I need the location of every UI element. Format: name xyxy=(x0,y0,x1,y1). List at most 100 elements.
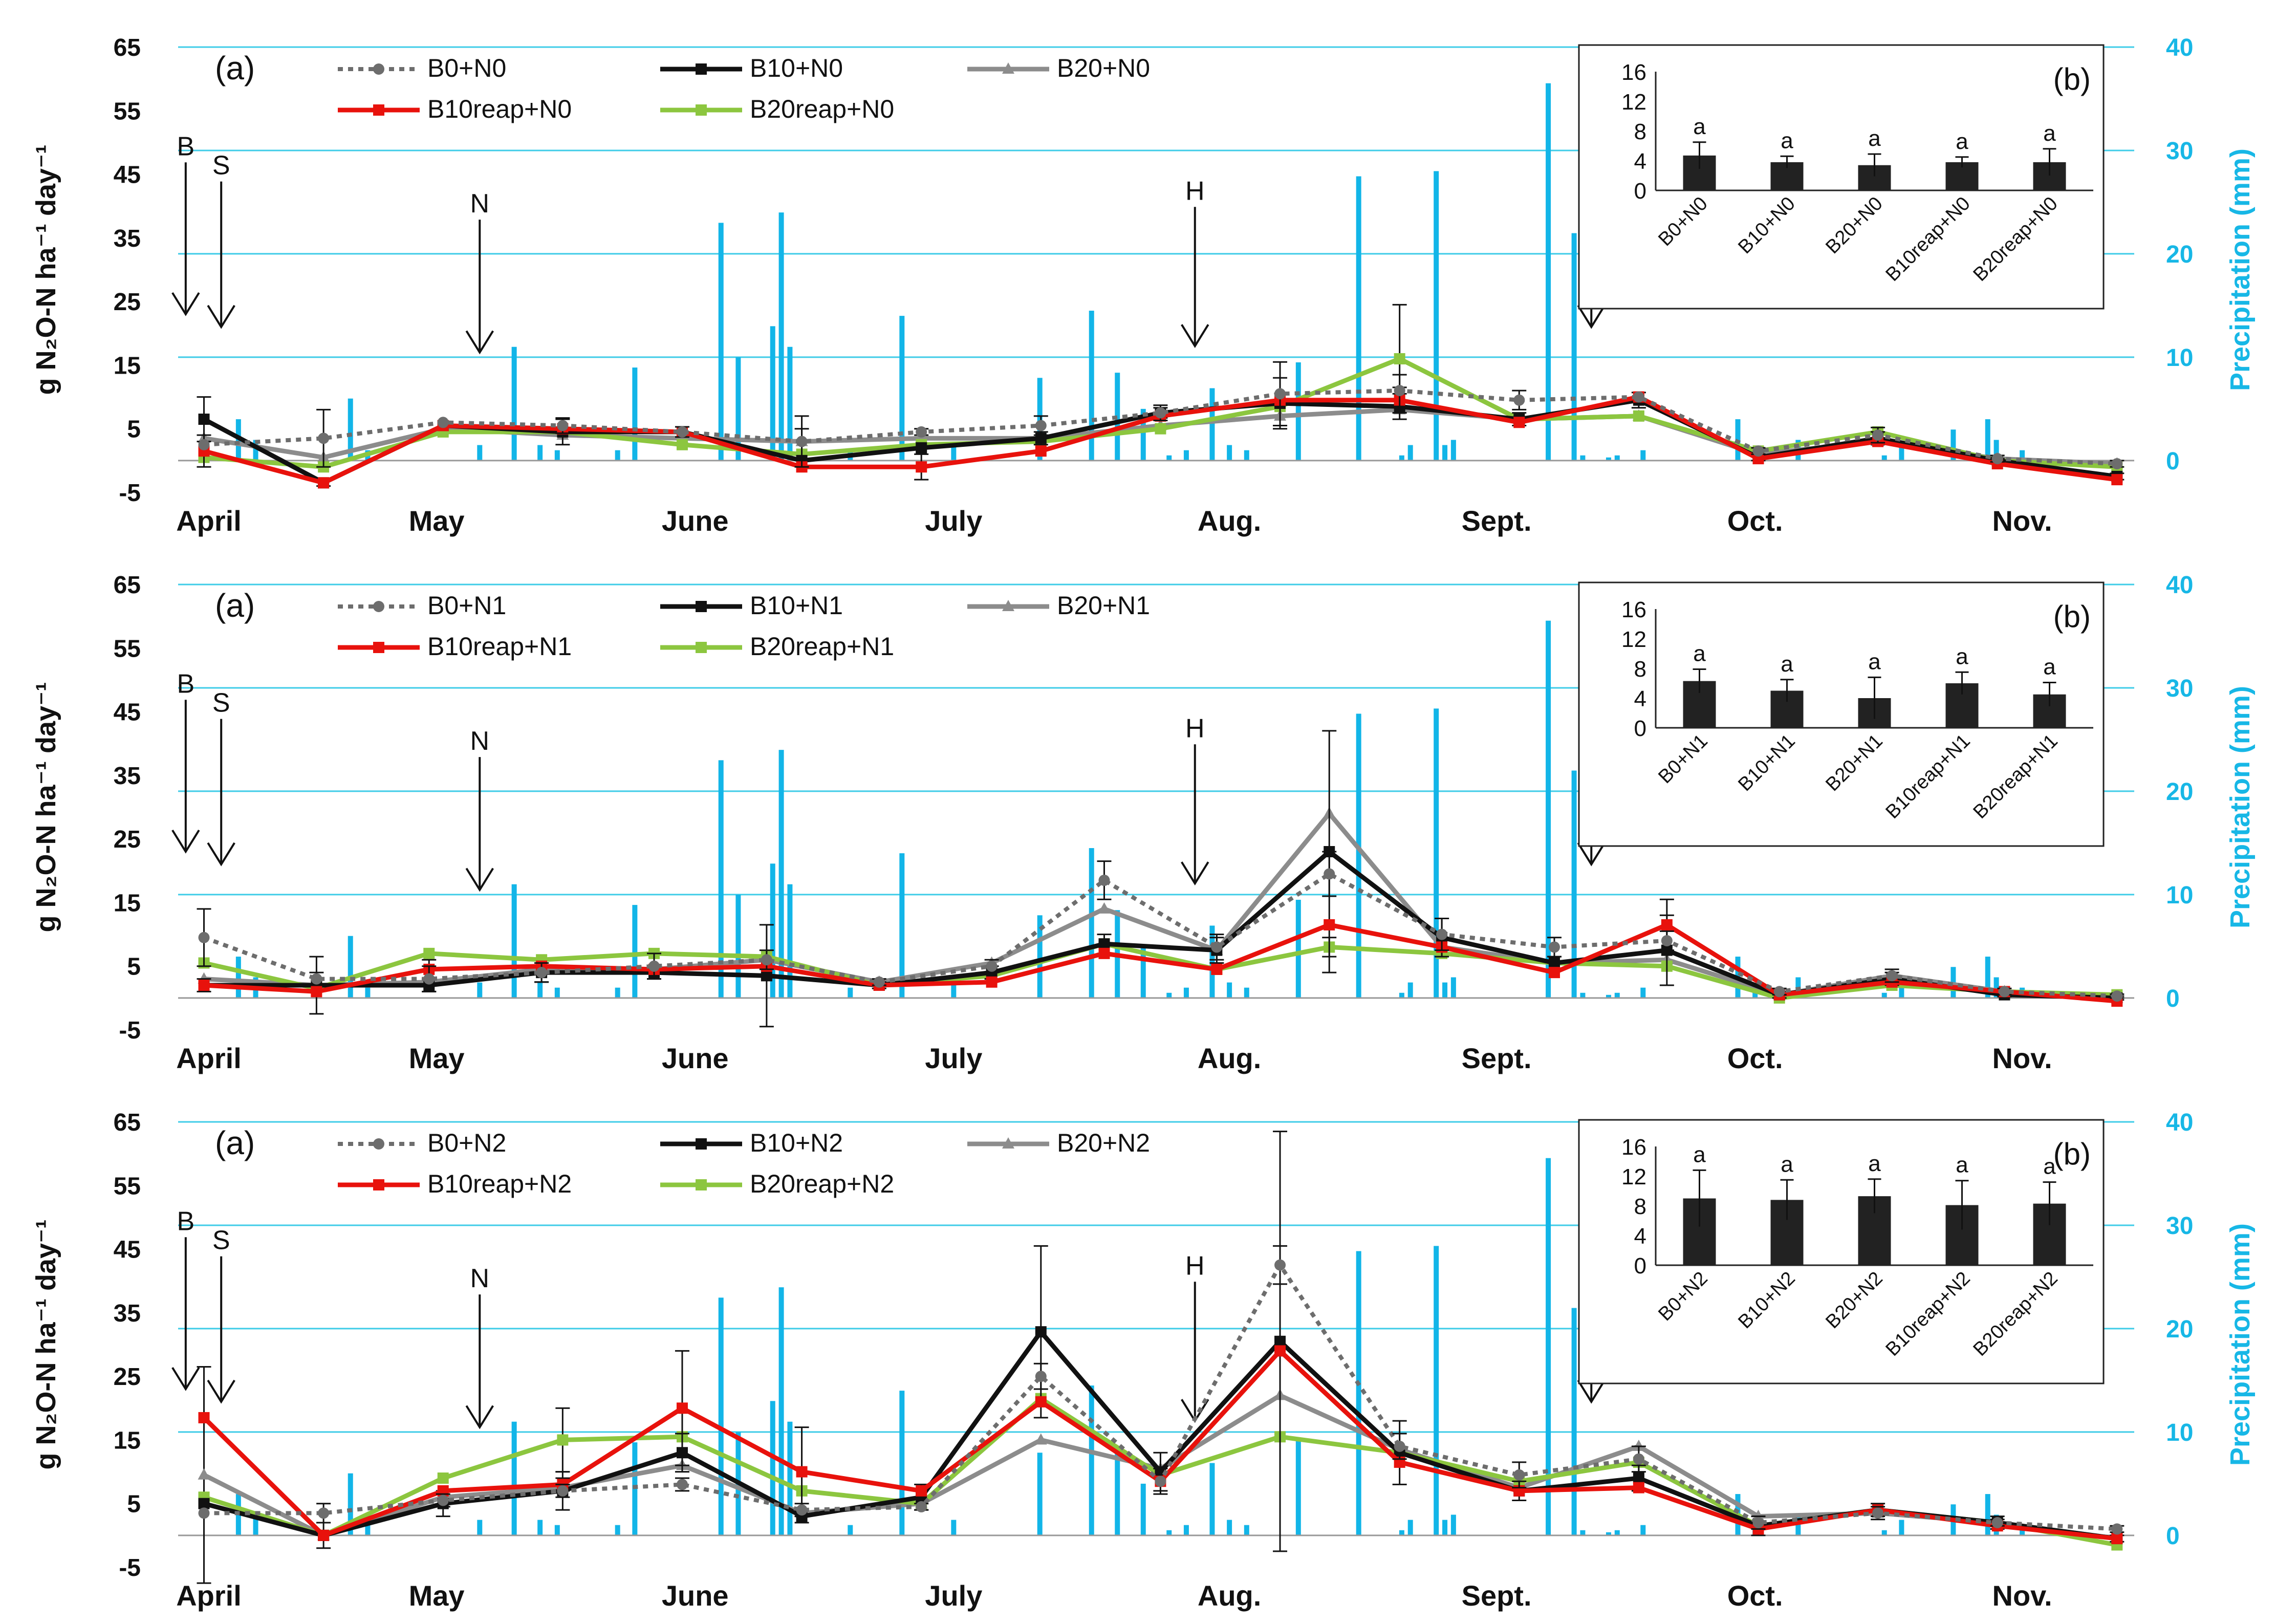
y-tick-label: -5 xyxy=(119,480,141,507)
inset-letter: a xyxy=(2043,1154,2056,1179)
inset-frame xyxy=(1578,581,2105,847)
inset-letter: a xyxy=(1781,128,1793,153)
legend-marker xyxy=(696,601,707,612)
legend-marker xyxy=(1002,62,1014,74)
data-point xyxy=(1274,388,1286,400)
data-point xyxy=(796,1504,808,1516)
data-point xyxy=(1513,1469,1525,1481)
precip-bar xyxy=(1089,311,1094,461)
precip-bar xyxy=(1140,946,1146,998)
precip-bar xyxy=(1037,378,1043,461)
precip-bar xyxy=(899,1391,905,1535)
precip-bar xyxy=(1881,455,1887,461)
data-point xyxy=(1661,935,1673,946)
data-point xyxy=(648,960,660,972)
panel-tag: (a) xyxy=(215,587,255,624)
precip-bar xyxy=(477,982,483,998)
precip-bar xyxy=(1244,1525,1249,1535)
inset-y-tick: 12 xyxy=(1621,627,1646,652)
data-point xyxy=(1633,391,1644,403)
precip-bar xyxy=(537,982,543,998)
y-tick-label: 15 xyxy=(114,890,141,917)
data-point xyxy=(1886,970,1898,982)
precip-bar xyxy=(632,905,638,998)
y-tick-label: 35 xyxy=(114,763,141,790)
data-point xyxy=(1872,1507,1884,1519)
data-point xyxy=(437,1495,449,1506)
event-arrow-head xyxy=(171,292,200,316)
y-axis-title: g N₂O-N ha⁻¹ day⁻¹ xyxy=(31,1219,61,1469)
event-label: S xyxy=(212,151,230,181)
precip-bar xyxy=(477,445,483,461)
data-point xyxy=(1999,986,2010,998)
precip-bar xyxy=(1089,1385,1094,1535)
data-point xyxy=(311,973,322,985)
month-label: April xyxy=(176,505,242,537)
precip-bar xyxy=(1089,848,1094,998)
data-point xyxy=(1035,1326,1047,1338)
precip-bar xyxy=(615,1525,620,1535)
precip-tick-label: 30 xyxy=(2166,675,2193,702)
data-point xyxy=(676,1479,688,1490)
data-point xyxy=(1035,445,1047,457)
precip-bar xyxy=(1580,1530,1586,1535)
data-point xyxy=(1155,1476,1166,1487)
precip-bar xyxy=(1399,455,1404,461)
precip-bar xyxy=(778,750,784,998)
precip-bar xyxy=(1183,450,1189,461)
precip-bar xyxy=(1571,1308,1577,1535)
data-point xyxy=(1513,394,1525,406)
precip-bar xyxy=(1881,992,1887,998)
month-label: May xyxy=(409,1579,465,1612)
precip-bar xyxy=(511,1421,517,1535)
month-label: July xyxy=(925,1579,982,1612)
data-point xyxy=(1274,1345,1286,1357)
legend-label: B0+N2 xyxy=(427,1129,506,1157)
data-point xyxy=(423,973,435,985)
precip-tick-label: 20 xyxy=(2166,1316,2193,1343)
inset-y-tick: 0 xyxy=(1634,716,1646,741)
event-label: H xyxy=(1185,713,1205,743)
precip-tick-label: 0 xyxy=(2166,448,2180,475)
precip-bar xyxy=(1295,362,1301,461)
data-point xyxy=(318,477,330,489)
data-point xyxy=(1632,1439,1645,1451)
precip-bar xyxy=(778,1287,784,1535)
data-point xyxy=(676,1402,688,1414)
data-point xyxy=(1633,1453,1644,1465)
precip-bar xyxy=(770,1401,775,1535)
precip-bar xyxy=(1614,992,1620,998)
precip-bar xyxy=(951,1520,957,1535)
inset-y-tick: 4 xyxy=(1634,149,1646,174)
precip-bar xyxy=(1442,445,1448,461)
precip-bar xyxy=(1546,620,1551,998)
precip-bar xyxy=(848,1525,853,1535)
precip-bar xyxy=(253,440,258,461)
precip-bar xyxy=(348,936,353,998)
precip-bar xyxy=(554,450,560,461)
precip-tick-label: 40 xyxy=(2166,34,2193,61)
precip-bar xyxy=(1434,1246,1439,1535)
inset-y-tick: 0 xyxy=(1634,179,1646,204)
precip-bar xyxy=(1899,445,1904,461)
data-point xyxy=(198,1507,210,1519)
data-point xyxy=(423,947,435,959)
event-arrow-head xyxy=(207,305,235,329)
inset-letter: a xyxy=(1868,126,1881,151)
data-point xyxy=(796,1466,808,1478)
precip-bar xyxy=(615,987,620,998)
inset-frame xyxy=(1578,1119,2105,1384)
precip-tick-label: 30 xyxy=(2166,138,2193,165)
legend-marker xyxy=(373,1179,384,1190)
legend-marker xyxy=(696,1138,707,1150)
inset-y-tick: 0 xyxy=(1634,1253,1646,1279)
month-label: June xyxy=(662,505,729,537)
precip-bar xyxy=(1442,1520,1448,1535)
month-label: Aug. xyxy=(1198,505,1261,537)
event-arrow-head xyxy=(1577,1379,1606,1404)
data-point xyxy=(2111,990,2123,1002)
y-tick-label: 45 xyxy=(114,162,141,189)
data-point xyxy=(2111,1523,2123,1535)
precip-bar xyxy=(1881,1530,1887,1535)
precip-bar xyxy=(1295,899,1301,998)
